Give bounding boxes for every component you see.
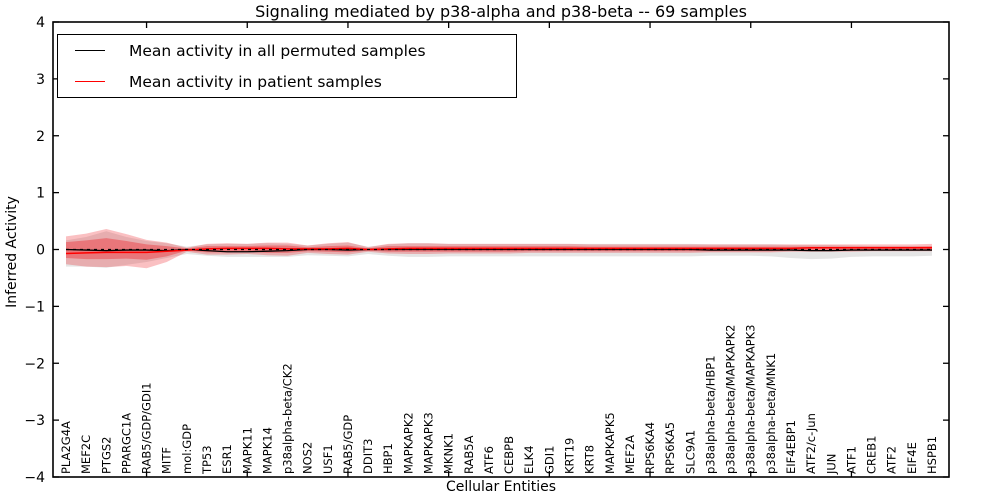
x-category-label: MEF2A bbox=[623, 435, 637, 474]
x-category-label: RPS6KA5 bbox=[663, 422, 677, 474]
y-tick-label: 0 bbox=[36, 243, 45, 259]
patient-mean-line bbox=[65, 247, 932, 255]
x-category-label: p38alpha-beta/MAPKAPK3 bbox=[744, 325, 758, 475]
x-category-label: ATF1 bbox=[844, 446, 858, 474]
x-category-label: GDI1 bbox=[542, 446, 556, 474]
y-tick-label: −3 bbox=[24, 413, 45, 429]
x-category-label: MKNK1 bbox=[442, 433, 456, 474]
y-tick-label: 3 bbox=[36, 72, 45, 88]
x-category-label: p38alpha-beta/CK2 bbox=[281, 363, 295, 474]
x-axis-label: Cellular Entities bbox=[445, 479, 557, 495]
x-category-label: HBP1 bbox=[381, 443, 395, 474]
legend-label: Mean activity in all permuted samples bbox=[129, 41, 426, 60]
x-category-label: p38alpha-beta/MAPKAPK2 bbox=[724, 325, 738, 475]
y-tick-label: −4 bbox=[24, 470, 45, 486]
x-category-label: ATF2/c-Jun bbox=[804, 413, 818, 474]
x-category-label: ESR1 bbox=[220, 444, 234, 474]
x-category-label: JUN bbox=[824, 454, 838, 475]
x-category-label: RAB5A bbox=[462, 435, 476, 474]
y-tick-label: −1 bbox=[24, 299, 45, 315]
x-category-label: HSPB1 bbox=[925, 436, 939, 474]
x-category-label: DDIT3 bbox=[361, 439, 375, 474]
x-category-label: p38alpha-beta/HBP1 bbox=[703, 355, 717, 474]
x-category-label: MAPK11 bbox=[240, 427, 254, 474]
y-tick-label: 4 bbox=[36, 15, 45, 31]
patient-line-swatch bbox=[75, 81, 105, 82]
x-category-label: RAB5/GDP bbox=[341, 415, 355, 474]
x-category-label: MAPKAPK3 bbox=[422, 412, 436, 474]
legend: Mean activity in all permuted samples Me… bbox=[57, 34, 517, 98]
x-category-label: SLC9A1 bbox=[683, 430, 697, 474]
x-category-label: ELK4 bbox=[522, 445, 536, 474]
x-category-label: CEBPB bbox=[502, 436, 516, 474]
y-tick-label: 2 bbox=[36, 129, 45, 145]
chart-title: Signaling mediated by p38-alpha and p38-… bbox=[255, 2, 747, 21]
x-category-label: MAPKAPK5 bbox=[603, 412, 617, 474]
x-category-label: EIF4E bbox=[905, 442, 919, 474]
x-category-label: TP53 bbox=[200, 445, 214, 475]
x-category-label: RPS6KA4 bbox=[643, 422, 657, 474]
x-category-label: p38alpha-beta/MNK1 bbox=[764, 353, 778, 474]
x-category-label: EIF4EBP1 bbox=[784, 420, 798, 474]
legend-item-patient: Mean activity in patient samples bbox=[58, 66, 516, 97]
x-category-label: RAB5/GDP/GDI1 bbox=[140, 382, 154, 474]
x-category-label: MITF bbox=[160, 447, 174, 474]
x-category-label: PPARGC1A bbox=[119, 413, 133, 474]
x-category-label: MAPKAPK2 bbox=[401, 412, 415, 474]
y-tick-label: −2 bbox=[24, 356, 45, 372]
x-category-label: CREB1 bbox=[865, 436, 879, 475]
legend-item-permuted: Mean activity in all permuted samples bbox=[58, 35, 516, 66]
x-category-label: PTGS2 bbox=[99, 437, 113, 475]
x-category-label: ATF6 bbox=[482, 446, 496, 474]
x-category-label: KRT19 bbox=[562, 438, 576, 474]
y-tick-label: 1 bbox=[36, 186, 45, 202]
x-category-label: KRT8 bbox=[583, 445, 597, 474]
x-category-label: mol:GDP bbox=[180, 424, 194, 474]
x-category-label: ATF2 bbox=[885, 446, 899, 474]
legend-label: Mean activity in patient samples bbox=[129, 72, 382, 91]
permuted-line-swatch bbox=[75, 50, 105, 51]
x-category-label: NOS2 bbox=[301, 442, 315, 474]
x-category-label: MAPK14 bbox=[260, 427, 274, 474]
x-category-label: PLA2G4A bbox=[59, 421, 73, 474]
x-category-label: MEF2C bbox=[79, 435, 93, 474]
x-category-label: USF1 bbox=[321, 444, 335, 474]
